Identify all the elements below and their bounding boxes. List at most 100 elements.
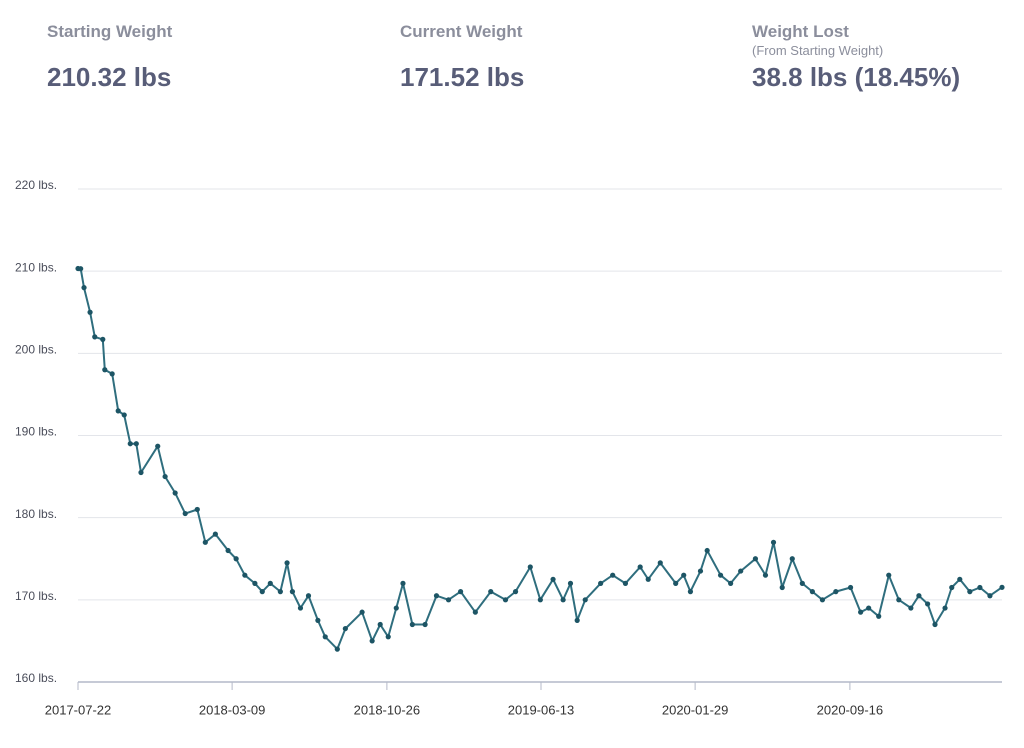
point: [102, 367, 108, 373]
point: [359, 609, 365, 615]
x-tick-label: 2018-10-26: [354, 702, 421, 717]
x-tick-label: 2020-01-29: [662, 702, 729, 717]
point: [704, 547, 710, 554]
point: [567, 580, 574, 587]
point: [322, 634, 328, 640]
line: [77, 267, 1003, 651]
point: [284, 560, 290, 566]
point: [133, 441, 139, 447]
point: [582, 597, 588, 603]
point: [738, 568, 744, 574]
stat-sublabel: (From Starting Weight): [752, 43, 884, 58]
stat-label: Weight Lost: [752, 22, 849, 41]
point: [866, 605, 872, 611]
point: [488, 589, 494, 595]
point: [550, 576, 556, 582]
point: [697, 568, 704, 574]
point: [502, 597, 509, 603]
y-tick-label: 190 lbs.: [15, 425, 57, 439]
x-tick-label: 2020-09-16: [817, 702, 884, 717]
point: [833, 589, 839, 595]
stat: Weight Lost (From Starting Weight): [752, 22, 883, 58]
point: [385, 634, 391, 640]
point: [138, 469, 144, 476]
point: [472, 609, 478, 615]
point: [657, 560, 663, 566]
point: [305, 593, 312, 599]
point: [297, 605, 304, 611]
point: [194, 506, 200, 513]
point: [289, 589, 296, 595]
y-tick-label: 200 lbs.: [15, 343, 57, 357]
point: [987, 593, 993, 599]
point: [527, 564, 533, 570]
point: [267, 580, 273, 587]
point: [109, 371, 115, 377]
point: [342, 625, 348, 632]
point: [819, 597, 826, 603]
point: [252, 580, 258, 587]
point: [645, 576, 651, 582]
point: [574, 617, 580, 623]
point: [717, 572, 724, 578]
point: [512, 589, 519, 595]
point: [762, 572, 769, 578]
point: [622, 580, 629, 587]
point: [212, 531, 218, 537]
point: [896, 597, 902, 603]
point: [999, 584, 1005, 590]
x-tick-label: 2017-07-22: [45, 702, 112, 717]
point: [87, 309, 93, 315]
point: [932, 621, 938, 628]
point: [916, 593, 922, 599]
point: [315, 617, 321, 623]
point: [155, 443, 161, 449]
y-tick-label: 180 lbs.: [15, 507, 57, 521]
point: [127, 441, 133, 447]
point: [942, 605, 948, 611]
point: [92, 334, 98, 340]
point: [121, 412, 127, 418]
point: [225, 547, 231, 554]
point: [847, 584, 854, 591]
point: [610, 572, 616, 578]
point: [277, 589, 283, 595]
stat: Current Weight: [400, 22, 522, 42]
point: [409, 621, 415, 628]
stat-value: 210.32 lbs: [47, 62, 172, 92]
point: [925, 601, 931, 607]
point: [172, 490, 178, 496]
point: [779, 584, 785, 591]
point: [799, 580, 805, 587]
point: [858, 609, 864, 615]
stat-label: Current Weight: [400, 22, 523, 41]
point: [886, 572, 892, 578]
point: [967, 589, 973, 595]
stat-value: 38.8 lbs (18.45%): [752, 62, 961, 92]
point: [949, 584, 955, 591]
y-tick-label: 220 lbs.: [15, 178, 57, 192]
stat: Starting Weight: [47, 22, 172, 42]
point: [100, 336, 106, 342]
point: [445, 597, 452, 603]
point: [393, 605, 399, 611]
point: [637, 564, 643, 570]
y-tick-label: 210 lbs.: [15, 260, 57, 274]
point: [789, 556, 795, 562]
point: [400, 580, 406, 587]
point: [957, 576, 963, 582]
point: [259, 589, 265, 595]
point: [81, 285, 87, 291]
point: [809, 589, 815, 595]
point: [78, 266, 84, 272]
point: [673, 580, 679, 587]
y-tick-label: 160 lbs.: [15, 671, 57, 685]
point: [537, 597, 543, 603]
point: [681, 572, 687, 578]
point: [369, 638, 375, 644]
point: [752, 556, 759, 562]
point: [687, 589, 694, 595]
point: [182, 510, 188, 517]
point: [908, 605, 914, 611]
